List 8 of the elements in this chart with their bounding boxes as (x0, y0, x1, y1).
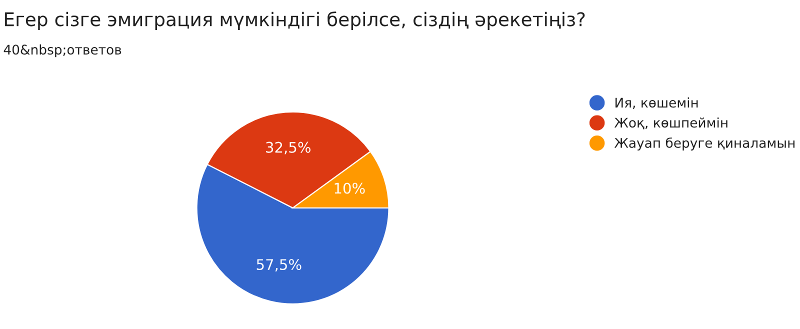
text: 40&nbsp;ответов (4, 44, 122, 58)
legend-label: Жауап беруге қиналамын (614, 137, 794, 150)
data-label: 10% (334, 182, 365, 194)
data-label: 32,5% (266, 142, 310, 154)
legend-label: Жоқ, көшпеймін (614, 117, 728, 130)
chart-title: Егер сізге эмиграция мүмкіндігі берілсе, сіздің әрекетіңіз? (5, 12, 585, 30)
data-label: 57,5% (256, 259, 302, 272)
legend-label: Ия, көшемін (616, 97, 698, 109)
